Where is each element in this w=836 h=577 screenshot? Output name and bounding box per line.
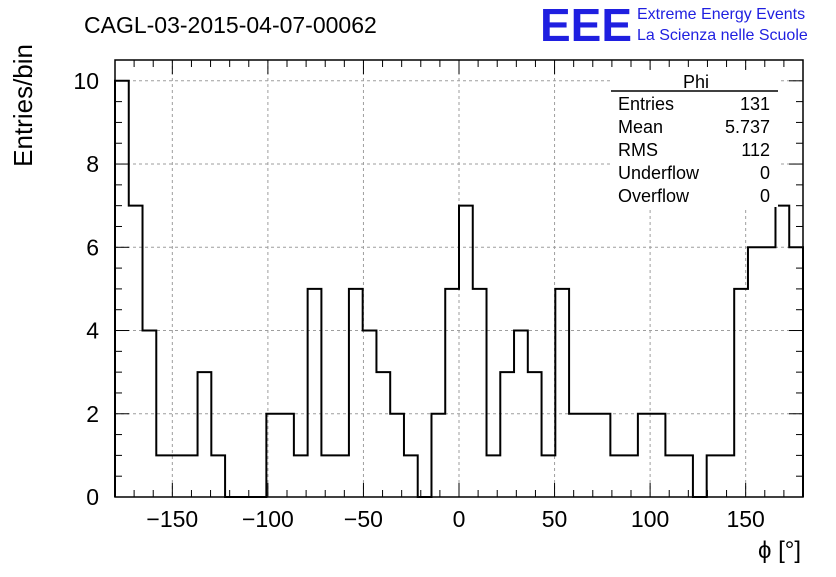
histogram-bin-35	[597, 414, 611, 497]
histogram-bin-20	[390, 414, 404, 497]
histogram-bin-2	[143, 331, 157, 497]
y-tick-label: 8	[86, 151, 99, 177]
y-axis-label: Entries/bin	[8, 44, 38, 167]
axis-ticks	[115, 59, 803, 498]
tick-labels: −150 −100 −50 0 50 100 150 0 2 4 6 8 10	[73, 68, 764, 532]
histogram-bin-7	[211, 455, 225, 497]
stats-box-title: Phi	[683, 72, 709, 92]
histogram-bin-34	[583, 414, 597, 497]
y-tick-label: 4	[86, 318, 99, 344]
histogram-bin-46	[748, 247, 762, 497]
y-tick-label: 2	[86, 401, 99, 427]
histogram-bin-47	[762, 247, 776, 497]
histogram-bin-27	[487, 455, 501, 497]
stats-label-overflow: Overflow	[618, 186, 690, 206]
y-tick-label: 0	[86, 484, 99, 510]
stats-label-rms: RMS	[618, 140, 658, 160]
histogram-bin-23	[431, 414, 445, 497]
stats-label-entries: Entries	[618, 94, 674, 114]
histogram-outline	[114, 79, 804, 498]
histogram-bin-19	[376, 372, 390, 497]
histogram-bin-32	[555, 289, 569, 497]
histogram-bin-13	[294, 455, 308, 497]
stats-label-mean: Mean	[618, 117, 663, 137]
x-tick-label: −100	[242, 506, 294, 532]
stats-box: Phi Entries 131 Mean 5.737 RMS 112 Under…	[611, 70, 778, 207]
stats-label-underflow: Underflow	[618, 163, 700, 183]
histogram-bin-30	[528, 372, 542, 497]
histogram-bin-36	[610, 455, 624, 497]
histogram-bin-5	[184, 455, 198, 497]
y-tick-label: 6	[86, 234, 99, 260]
histogram-bin-3	[156, 455, 170, 497]
x-tick-label: −50	[344, 506, 383, 532]
stats-value-rms: 112	[741, 140, 770, 160]
logo-line1: Extreme Energy Events	[637, 6, 805, 23]
stats-value-overflow: 0	[760, 186, 770, 206]
histogram-bin-1	[129, 206, 143, 497]
logo-line2: La Scienza nelle Scuole	[637, 27, 808, 44]
x-axis-label: ϕ [°]	[758, 537, 801, 564]
histogram-bin-39	[652, 414, 666, 497]
histogram-bin-16	[335, 455, 349, 497]
histogram-bin-17	[349, 289, 363, 497]
x-tick-label: 150	[726, 506, 764, 532]
histogram-bin-6	[198, 372, 212, 497]
histogram-bin-40	[665, 455, 679, 497]
histogram-bin-14	[308, 289, 322, 497]
y-tick-label: 10	[73, 68, 99, 94]
stats-value-entries: 131	[740, 94, 770, 114]
histogram-bin-11	[266, 414, 280, 497]
histogram-bin-21	[404, 455, 418, 497]
histogram-bin-48	[775, 206, 789, 497]
histogram-bin-41	[679, 455, 693, 497]
histogram-bin-12	[280, 414, 294, 497]
x-tick-label: 50	[542, 506, 568, 532]
eee-logo: EEE Extreme Energy Events La Scienza nel…	[540, 0, 808, 51]
chart-title: CAGL-03-2015-04-07-00062	[84, 12, 377, 38]
histogram-bin-24	[445, 289, 459, 497]
x-tick-label: −150	[146, 506, 198, 532]
histogram-bin-25	[459, 206, 473, 497]
histogram-bin-33	[569, 414, 583, 497]
histogram-bin-38	[638, 414, 652, 497]
x-tick-label: 100	[631, 506, 669, 532]
x-tick-label: 0	[453, 506, 466, 532]
histogram-bin-31	[542, 455, 556, 497]
stats-value-underflow: 0	[760, 163, 770, 183]
logo-mark: EEE	[540, 0, 632, 51]
stats-value-mean: 5.737	[725, 117, 770, 137]
stats-box-background	[612, 70, 778, 207]
histogram-bin-15	[321, 455, 335, 497]
histogram-bin-44	[720, 455, 734, 497]
histogram-bin-43	[707, 455, 721, 497]
histogram-bin-26	[473, 289, 487, 497]
histogram-bin-28	[500, 372, 514, 497]
